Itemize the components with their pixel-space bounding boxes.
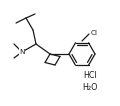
Text: HCl: HCl [83, 72, 97, 80]
Text: Cl: Cl [91, 30, 98, 36]
Text: N: N [19, 49, 25, 55]
Text: H₂O: H₂O [82, 84, 98, 93]
